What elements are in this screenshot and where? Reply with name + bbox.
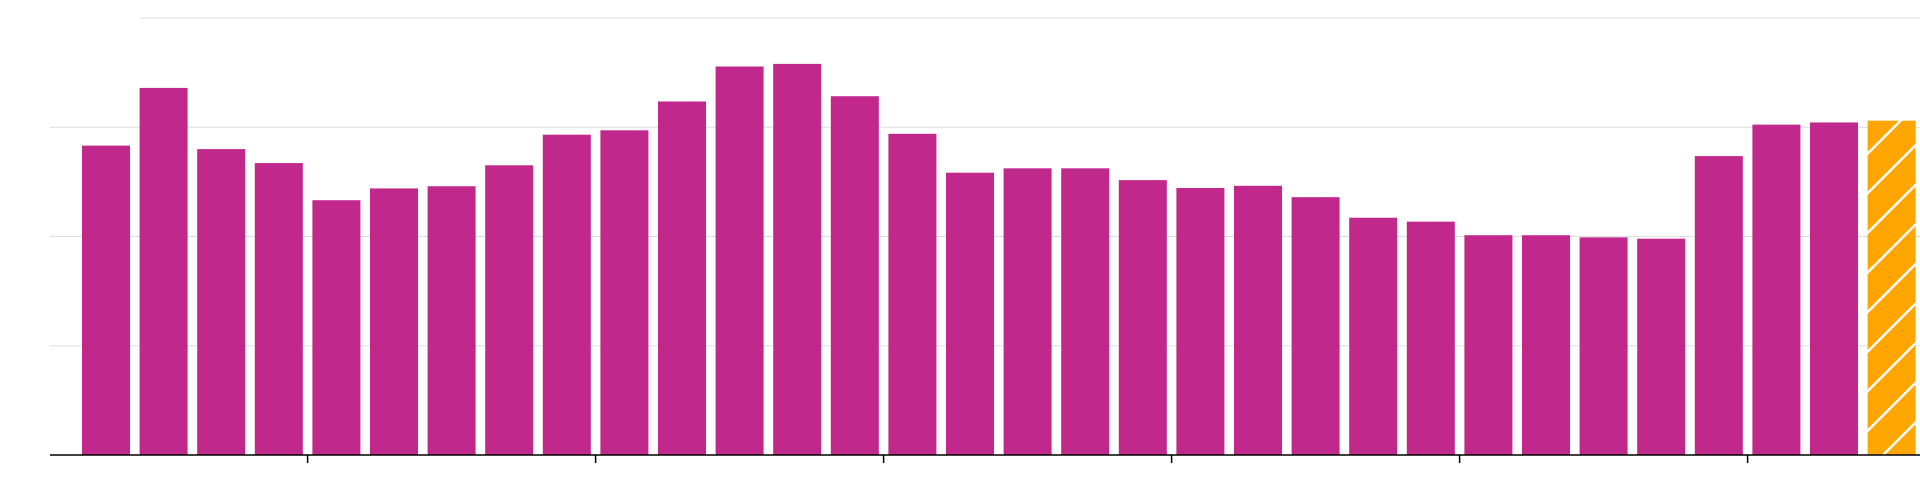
bar xyxy=(1579,237,1628,455)
bar xyxy=(1406,221,1455,455)
bar xyxy=(1694,156,1743,456)
bar xyxy=(1176,187,1225,456)
bar xyxy=(139,87,188,456)
bar xyxy=(1464,235,1513,455)
bar xyxy=(370,188,418,455)
bar xyxy=(888,133,937,455)
bar xyxy=(1349,217,1398,455)
bar xyxy=(82,145,130,455)
bar xyxy=(542,134,591,455)
bar xyxy=(830,96,879,456)
bar xyxy=(197,149,246,455)
bar xyxy=(427,186,476,455)
bar xyxy=(1522,235,1570,455)
bar xyxy=(946,172,994,455)
bar xyxy=(658,101,706,455)
bar xyxy=(1234,185,1282,456)
x-axis xyxy=(50,454,1920,463)
bar xyxy=(1291,197,1340,456)
bar xyxy=(254,163,303,456)
bar xyxy=(773,63,822,455)
bars xyxy=(82,63,1916,456)
projected-bar xyxy=(1867,120,1916,455)
bar xyxy=(485,165,534,456)
bar xyxy=(1118,180,1167,455)
bar xyxy=(600,130,649,455)
bar xyxy=(1637,238,1686,455)
bar xyxy=(715,66,764,455)
bar xyxy=(1061,168,1110,455)
bar xyxy=(312,200,361,455)
bar xyxy=(1810,122,1858,456)
bar xyxy=(1752,124,1801,456)
bar xyxy=(1003,168,1052,455)
